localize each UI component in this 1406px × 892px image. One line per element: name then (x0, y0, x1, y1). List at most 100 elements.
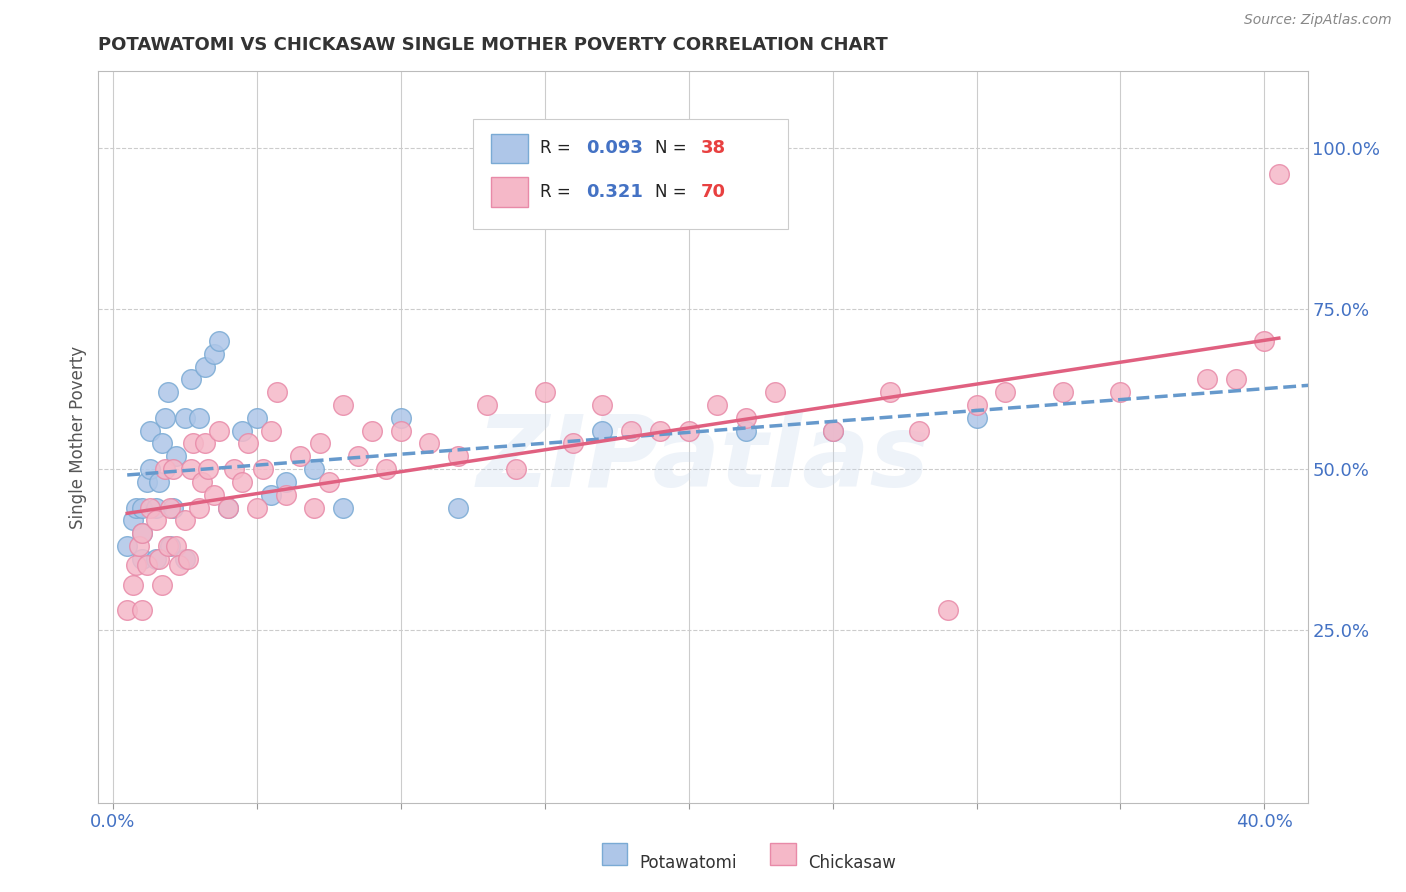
Point (173, 514, 195, 528)
Point (122, 577, 145, 591)
Point (763, 385, 786, 400)
Point (194, 436, 217, 450)
Point (145, 514, 167, 528)
Point (156, 385, 179, 400)
Point (1253, 334, 1275, 348)
Point (1052, 385, 1074, 400)
Point (150, 577, 173, 591)
Point (505, 462, 527, 476)
Point (125, 500, 148, 515)
Point (447, 500, 470, 515)
Point (139, 424, 162, 438)
Point (217, 500, 239, 515)
Point (706, 398, 728, 412)
Point (191, 475, 214, 489)
Point (1225, 372, 1247, 386)
Point (620, 424, 643, 438)
Point (260, 424, 283, 438)
Point (879, 385, 901, 400)
Text: Potawatomi: Potawatomi (640, 855, 737, 872)
Point (648, 424, 671, 438)
Point (361, 424, 384, 438)
Point (148, 475, 170, 489)
Point (266, 385, 288, 400)
Point (115, 603, 138, 617)
Text: 38: 38 (700, 139, 725, 157)
Point (1195, 372, 1218, 386)
Point (167, 558, 190, 573)
Point (304, 500, 326, 515)
Point (966, 410, 988, 425)
Point (202, 346, 225, 360)
Point (197, 462, 219, 476)
Point (389, 424, 412, 438)
Y-axis label: Single Mother Poverty: Single Mother Poverty (69, 345, 87, 529)
Point (304, 462, 326, 476)
Point (165, 539, 187, 553)
Point (274, 488, 297, 502)
Point (156, 539, 179, 553)
Point (231, 424, 253, 438)
Text: Chickasaw: Chickasaw (808, 855, 897, 872)
Point (162, 500, 184, 515)
Point (1268, 167, 1291, 181)
Point (418, 436, 440, 450)
Point (309, 436, 332, 450)
Point (131, 552, 153, 566)
Point (274, 475, 297, 489)
Point (159, 539, 181, 553)
Bar (602, 843, 627, 865)
Point (122, 514, 145, 528)
Point (217, 500, 239, 515)
Point (115, 539, 138, 553)
FancyBboxPatch shape (474, 119, 787, 228)
Point (246, 410, 269, 425)
Point (128, 539, 150, 553)
Point (139, 500, 162, 515)
Text: N =: N = (655, 139, 692, 157)
Text: Source: ZipAtlas.com: Source: ZipAtlas.com (1244, 13, 1392, 28)
Point (194, 359, 217, 374)
Point (375, 462, 398, 476)
Point (188, 410, 211, 425)
Point (288, 450, 311, 464)
Point (533, 385, 555, 400)
Point (148, 552, 170, 566)
Point (176, 552, 198, 566)
Point (735, 410, 758, 425)
Point (159, 500, 181, 515)
Point (131, 603, 153, 617)
Point (145, 500, 167, 515)
Point (346, 450, 368, 464)
Point (475, 398, 498, 412)
Point (447, 450, 470, 464)
Bar (770, 843, 796, 865)
Point (1109, 385, 1132, 400)
Point (139, 462, 162, 476)
Point (591, 424, 613, 438)
Point (145, 552, 167, 566)
Point (165, 450, 187, 464)
Text: ZIPatlas: ZIPatlas (477, 410, 929, 508)
Point (994, 385, 1017, 400)
Point (173, 410, 195, 425)
Point (173, 552, 195, 566)
Point (246, 500, 269, 515)
Point (150, 436, 173, 450)
Point (389, 410, 412, 425)
Point (231, 475, 253, 489)
Point (202, 488, 225, 502)
Point (183, 436, 205, 450)
Point (318, 475, 340, 489)
Point (162, 462, 184, 476)
Text: R =: R = (540, 183, 576, 201)
Point (180, 372, 202, 386)
Point (208, 334, 231, 348)
Point (131, 500, 153, 515)
Point (735, 424, 758, 438)
Point (678, 424, 700, 438)
Point (136, 558, 159, 573)
Point (188, 500, 211, 515)
Text: 70: 70 (700, 183, 725, 201)
FancyBboxPatch shape (492, 134, 527, 162)
